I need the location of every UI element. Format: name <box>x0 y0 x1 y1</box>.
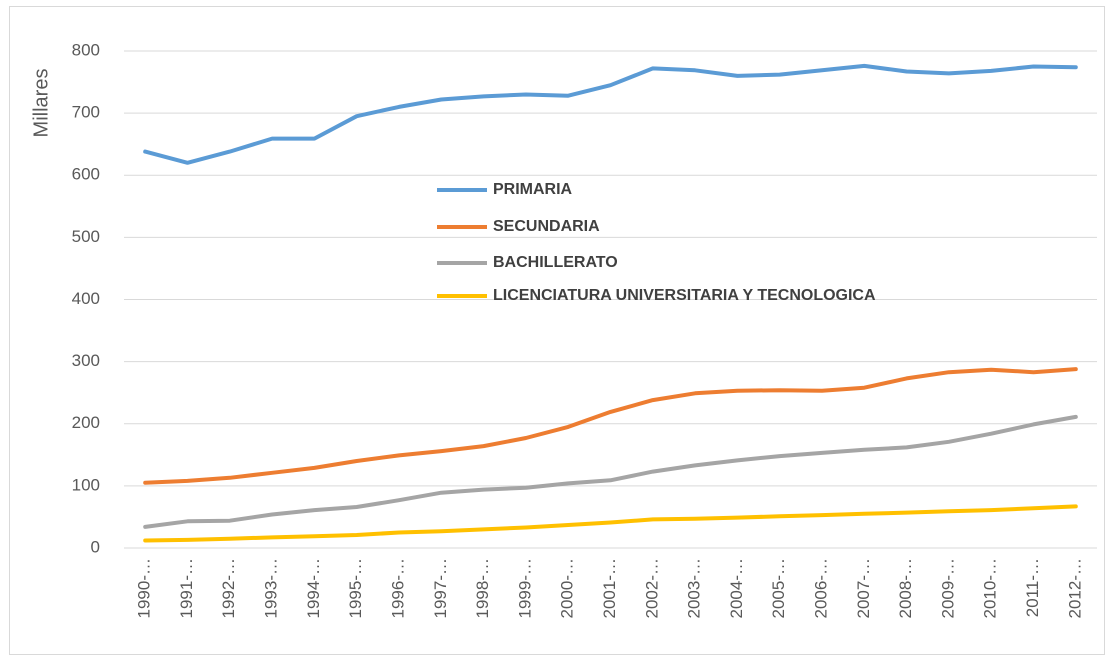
chart-frame <box>9 6 1105 655</box>
x-tick-label: 2004-… <box>727 558 746 618</box>
y-tick-label: 400 <box>72 289 100 308</box>
series-line <box>143 504 1078 543</box>
x-tick-label: 1994-… <box>304 558 323 618</box>
x-tick-label: 1990-… <box>135 558 154 618</box>
x-tick-label: 1999-… <box>515 558 534 618</box>
y-axis-label: Millares <box>30 69 52 138</box>
y-tick-label: 500 <box>72 227 100 246</box>
x-tick-label: 1992-… <box>219 558 238 618</box>
x-tick-label: 2008-… <box>896 558 915 618</box>
x-tick-label: 2006-… <box>812 558 831 618</box>
legend-label: BACHILLERATO <box>493 254 618 271</box>
y-tick-label: 0 <box>91 537 100 556</box>
series-line <box>143 414 1078 529</box>
y-tick-label: 300 <box>72 351 100 370</box>
x-tick-label: 1998-… <box>473 558 492 618</box>
x-tick-label: 2002-… <box>642 558 661 618</box>
x-tick-label: 2010-… <box>981 558 1000 618</box>
legend-label: PRIMARIA <box>493 181 573 198</box>
x-tick-label: 2012-… <box>1065 558 1084 618</box>
y-tick-label: 200 <box>72 413 100 432</box>
legend-label: LICENCIATURA UNIVERSITARIA Y TECNOLOGICA <box>493 287 876 304</box>
y-tick-label: 800 <box>72 40 100 59</box>
x-tick-label: 1997-… <box>431 558 450 618</box>
x-tick-label: 1993-… <box>262 558 281 618</box>
x-tick-label: 2005-… <box>769 558 788 618</box>
y-tick-label: 600 <box>72 165 100 184</box>
legend-label: SECUNDARIA <box>493 218 600 235</box>
y-tick-label: 700 <box>72 103 100 122</box>
x-tick-label: 1995-… <box>346 558 365 618</box>
x-tick-label: 2003-… <box>685 558 704 618</box>
series-line <box>143 367 1078 485</box>
y-tick-label: 100 <box>72 475 100 494</box>
x-tick-label: 2011-… <box>1023 558 1042 617</box>
x-tick-label: 2000-… <box>558 558 577 618</box>
x-tick-label: 1991-… <box>177 558 196 618</box>
x-tick-label: 2009-… <box>938 558 957 618</box>
x-tick-label: 2001-… <box>600 558 619 618</box>
series-line <box>143 63 1078 165</box>
x-tick-label: 1996-… <box>388 558 407 618</box>
x-tick-label: 2007-… <box>854 558 873 618</box>
